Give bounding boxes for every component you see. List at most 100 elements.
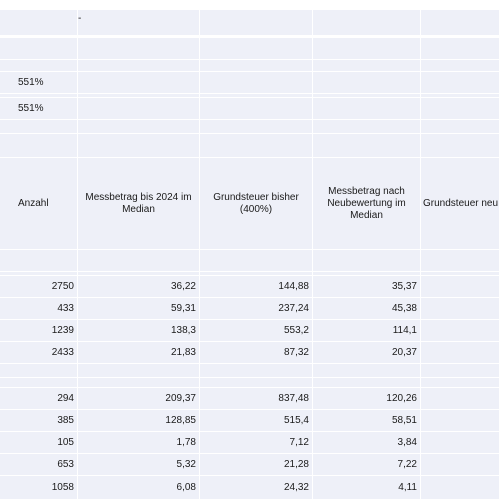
cell[interactable] bbox=[421, 120, 500, 134]
cell[interactable] bbox=[200, 134, 313, 158]
cell[interactable] bbox=[0, 378, 78, 388]
cell[interactable] bbox=[200, 378, 313, 388]
cell[interactable] bbox=[421, 476, 500, 500]
cell[interactable] bbox=[0, 364, 78, 378]
cell[interactable] bbox=[313, 272, 421, 276]
cell[interactable] bbox=[313, 378, 421, 388]
data-cell[interactable]: 87,32 bbox=[200, 342, 313, 364]
cell[interactable] bbox=[421, 410, 500, 432]
data-cell[interactable]: 59,31 bbox=[78, 298, 200, 320]
cell[interactable] bbox=[78, 72, 200, 94]
data-cell[interactable]: 24,32 bbox=[200, 476, 313, 500]
data-cell[interactable]: 294 bbox=[0, 388, 78, 410]
cell[interactable] bbox=[0, 272, 78, 276]
cell[interactable] bbox=[421, 72, 500, 94]
data-cell[interactable]: 138,3 bbox=[78, 320, 200, 342]
cell[interactable] bbox=[421, 388, 500, 410]
cell[interactable] bbox=[78, 38, 200, 60]
cell[interactable] bbox=[200, 120, 313, 134]
data-cell[interactable]: 837,48 bbox=[200, 388, 313, 410]
cell[interactable] bbox=[78, 250, 200, 272]
cell[interactable] bbox=[313, 120, 421, 134]
data-cell[interactable]: 21,28 bbox=[200, 454, 313, 476]
header-measure-2024[interactable]: Messbetrag bis 2024 im Median bbox=[78, 158, 200, 250]
data-cell[interactable]: 35,37 bbox=[313, 276, 421, 298]
cell[interactable] bbox=[421, 276, 500, 298]
cell[interactable] bbox=[0, 134, 78, 158]
cell[interactable] bbox=[313, 72, 421, 94]
data-cell[interactable]: 7,22 bbox=[313, 454, 421, 476]
rate-cell[interactable]: 551% bbox=[0, 72, 78, 94]
header-count[interactable]: Anzahl bbox=[0, 158, 78, 250]
data-cell[interactable]: 4,11 bbox=[313, 476, 421, 500]
data-cell[interactable]: 45,38 bbox=[313, 298, 421, 320]
data-cell[interactable]: 128,85 bbox=[78, 410, 200, 432]
rate-cell[interactable]: 551% bbox=[0, 98, 78, 120]
cell[interactable] bbox=[313, 38, 421, 60]
data-cell[interactable]: 1058 bbox=[0, 476, 78, 500]
data-cell[interactable]: 5,32 bbox=[78, 454, 200, 476]
cell[interactable]: - bbox=[78, 10, 200, 36]
cell[interactable] bbox=[0, 120, 78, 134]
cell[interactable] bbox=[421, 432, 500, 454]
data-cell[interactable]: 114,1 bbox=[313, 320, 421, 342]
data-cell[interactable]: 515,4 bbox=[200, 410, 313, 432]
data-cell[interactable]: 2433 bbox=[0, 342, 78, 364]
cell[interactable] bbox=[78, 272, 200, 276]
data-cell[interactable]: 21,83 bbox=[78, 342, 200, 364]
cell[interactable] bbox=[313, 98, 421, 120]
data-cell[interactable]: 36,22 bbox=[78, 276, 200, 298]
cell[interactable] bbox=[421, 320, 500, 342]
data-cell[interactable]: 237,24 bbox=[200, 298, 313, 320]
data-cell[interactable]: 120,26 bbox=[313, 388, 421, 410]
header-tax-old[interactable]: Grundsteuer bisher (400%) bbox=[200, 158, 313, 250]
cell[interactable] bbox=[0, 94, 78, 98]
cell[interactable] bbox=[0, 10, 78, 36]
cell[interactable] bbox=[78, 364, 200, 378]
header-measure-new[interactable]: Messbetrag nach Neubewertung im Median bbox=[313, 158, 421, 250]
data-cell[interactable]: 144,88 bbox=[200, 276, 313, 298]
cell[interactable] bbox=[421, 10, 500, 36]
cell[interactable] bbox=[421, 98, 500, 120]
cell[interactable] bbox=[200, 72, 313, 94]
cell[interactable] bbox=[78, 94, 200, 98]
data-cell[interactable]: 1239 bbox=[0, 320, 78, 342]
data-cell[interactable]: 209,37 bbox=[78, 388, 200, 410]
cell[interactable] bbox=[421, 60, 500, 72]
cell[interactable] bbox=[313, 250, 421, 272]
cell[interactable] bbox=[200, 60, 313, 72]
cell[interactable] bbox=[421, 342, 500, 364]
data-cell[interactable]: 3,84 bbox=[313, 432, 421, 454]
data-cell[interactable]: 58,51 bbox=[313, 410, 421, 432]
data-cell[interactable]: 653 bbox=[0, 454, 78, 476]
cell[interactable] bbox=[0, 60, 78, 72]
cell[interactable] bbox=[421, 250, 500, 272]
cell[interactable] bbox=[313, 134, 421, 158]
cell[interactable] bbox=[421, 378, 500, 388]
cell[interactable] bbox=[78, 378, 200, 388]
cell[interactable] bbox=[78, 134, 200, 158]
data-cell[interactable]: 6,08 bbox=[78, 476, 200, 500]
header-tax-new[interactable]: Grundsteuer neu ( bbox=[421, 158, 500, 250]
cell[interactable] bbox=[421, 38, 500, 60]
cell[interactable] bbox=[313, 364, 421, 378]
cell[interactable] bbox=[313, 94, 421, 98]
data-cell[interactable]: 553,2 bbox=[200, 320, 313, 342]
cell[interactable] bbox=[200, 272, 313, 276]
cell[interactable] bbox=[200, 98, 313, 120]
cell[interactable] bbox=[200, 94, 313, 98]
data-cell[interactable]: 20,37 bbox=[313, 342, 421, 364]
data-cell[interactable]: 433 bbox=[0, 298, 78, 320]
cell[interactable] bbox=[200, 10, 313, 36]
cell[interactable] bbox=[200, 38, 313, 60]
cell[interactable] bbox=[78, 60, 200, 72]
data-cell[interactable]: 1,78 bbox=[78, 432, 200, 454]
cell[interactable] bbox=[421, 134, 500, 158]
cell[interactable] bbox=[313, 10, 421, 36]
cell[interactable] bbox=[78, 98, 200, 120]
data-cell[interactable]: 7,12 bbox=[200, 432, 313, 454]
cell[interactable] bbox=[313, 60, 421, 72]
cell[interactable] bbox=[0, 250, 78, 272]
cell[interactable] bbox=[421, 454, 500, 476]
cell[interactable] bbox=[78, 120, 200, 134]
